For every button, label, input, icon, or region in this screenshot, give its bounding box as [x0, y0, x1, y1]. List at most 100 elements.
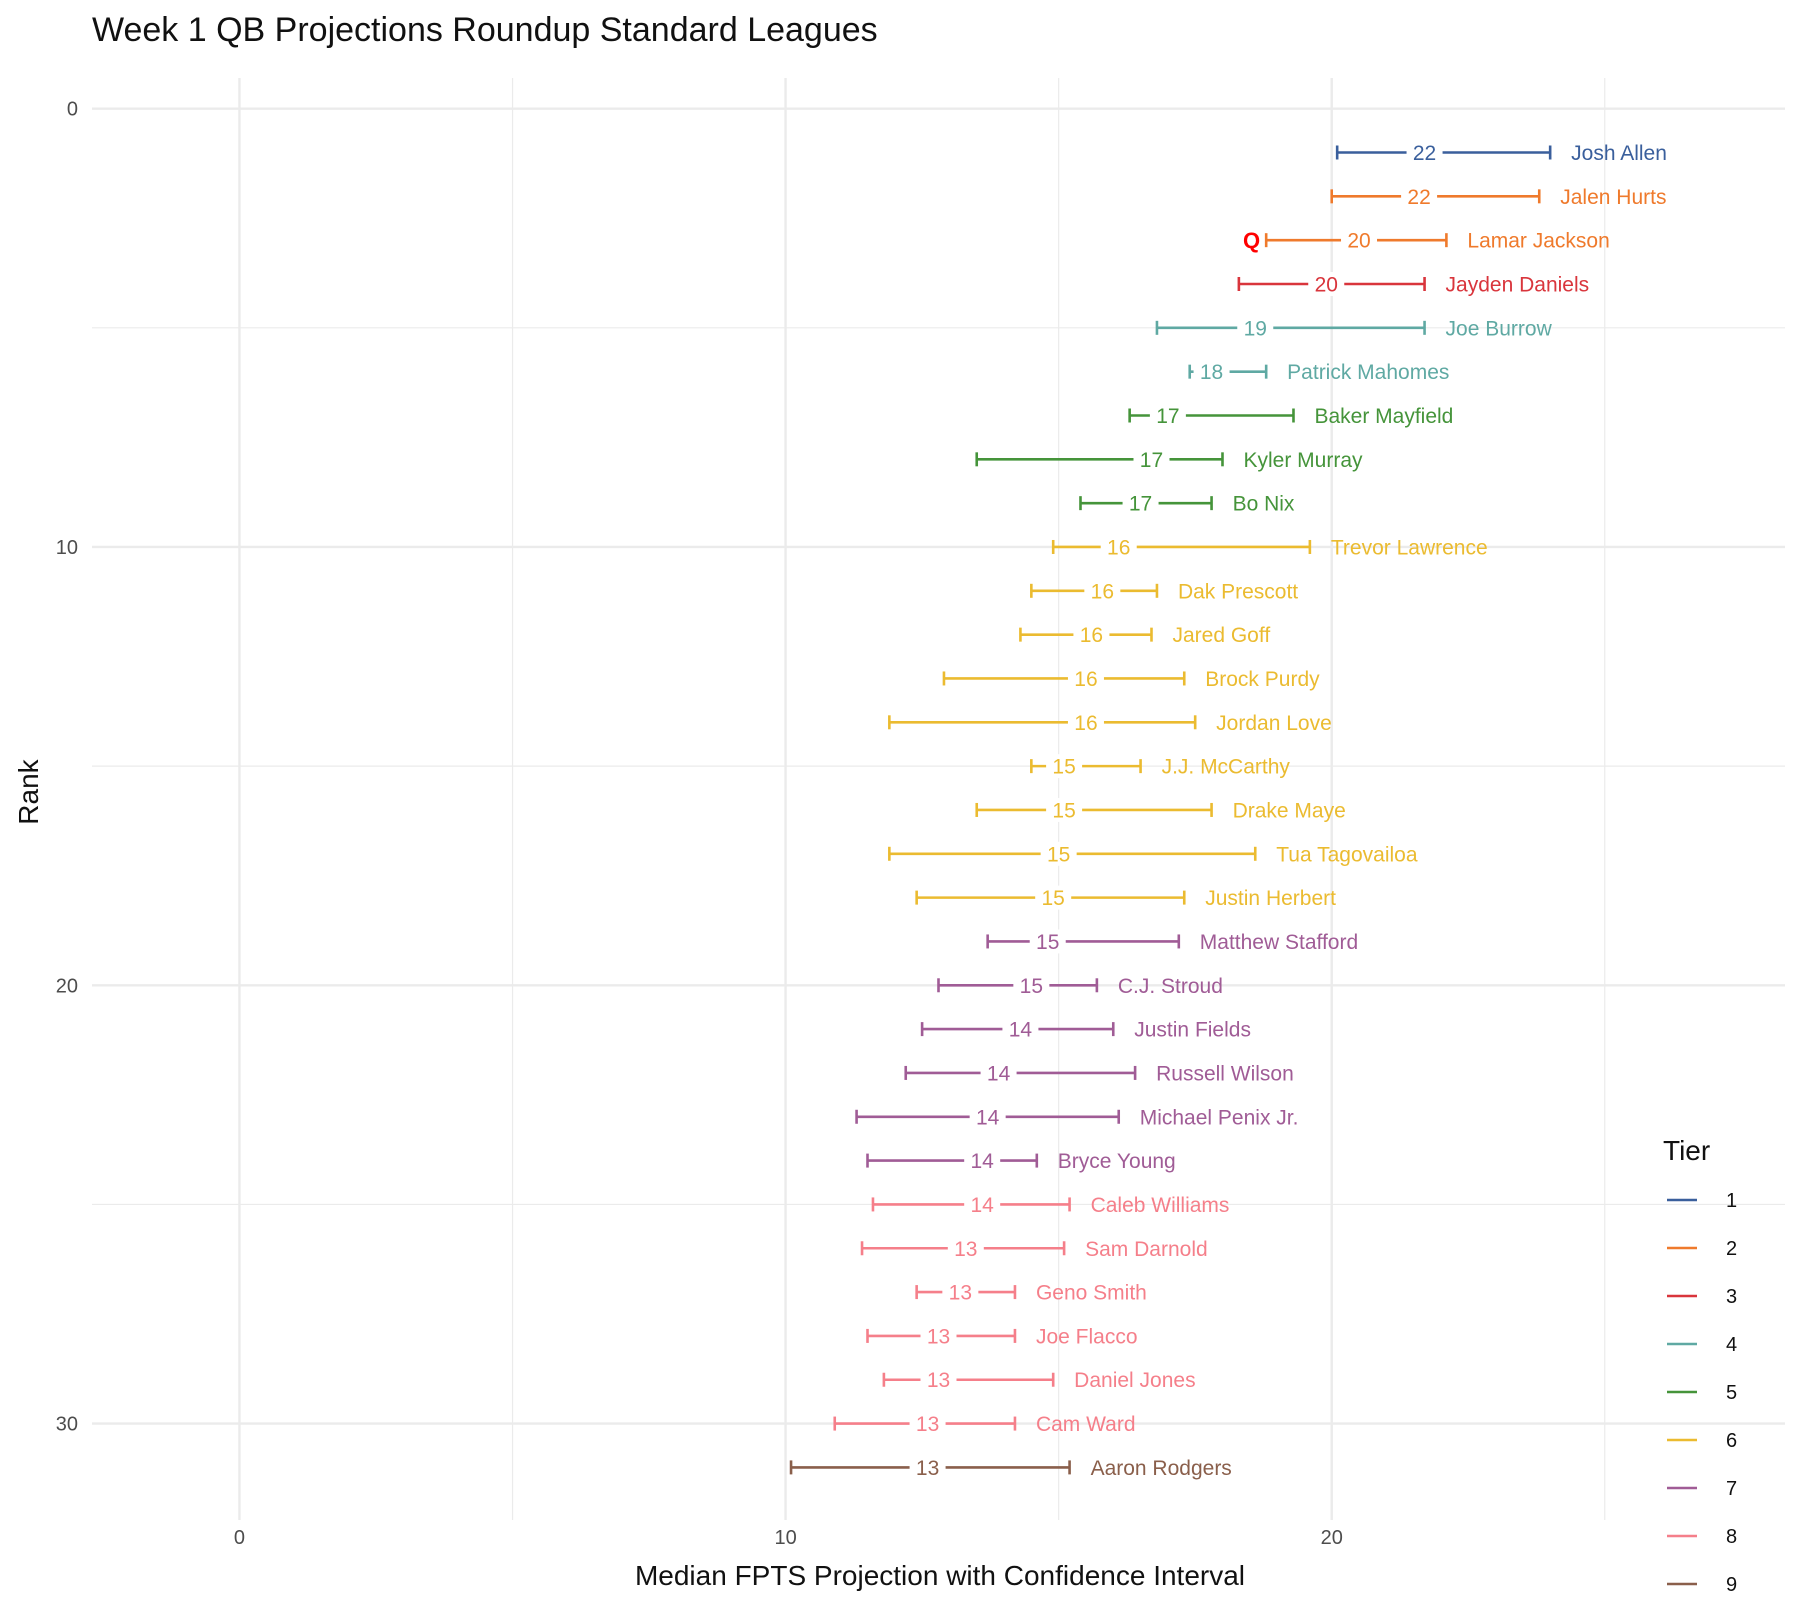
- legend-item-tier-9: 9: [1667, 1574, 1737, 1596]
- errorbar-caleb-williams: 14 Caleb Williams: [871, 1192, 1229, 1217]
- player-label: Michael Penix Jr.: [1140, 1106, 1299, 1129]
- median-label: 13: [927, 1369, 950, 1392]
- errorbar-matthew-stafford: 15 Matthew Stafford: [986, 929, 1358, 954]
- errorbar-jalen-hurts: 22 Jalen Hurts: [1330, 184, 1666, 209]
- player-label: Jared Goff: [1172, 624, 1270, 647]
- errorbar-aaron-rodgers: 13 Aaron Rodgers: [789, 1455, 1232, 1480]
- median-label-background: [909, 1455, 946, 1480]
- median-label: 19: [1244, 317, 1267, 340]
- legend-label: 9: [1726, 1574, 1737, 1596]
- legend-item-tier-5: 5: [1667, 1382, 1737, 1404]
- errorbar-sam-darnold: 13 Sam Darnold: [860, 1236, 1208, 1261]
- errorbar-baker-mayfield: 17 Baker Mayfield: [1128, 403, 1453, 428]
- median-label-background: [920, 1367, 957, 1392]
- median-label: 14: [971, 1150, 995, 1173]
- median-label-background: [1401, 184, 1438, 209]
- errorbar-josh-allen: 22 Josh Allen: [1335, 140, 1667, 165]
- injury-flag-label: Q: [1243, 228, 1260, 253]
- errorbar-kyler-murray: 17 Kyler Murray: [975, 447, 1363, 472]
- legend-label: 2: [1726, 1238, 1737, 1260]
- legend-title: Tier: [1663, 1135, 1710, 1166]
- median-label-background: [942, 1280, 979, 1305]
- errorbar-joe-burrow: 19 Joe Burrow: [1155, 315, 1553, 340]
- median-label-background: [1133, 447, 1170, 472]
- x-tick-label: 20: [1321, 1527, 1343, 1549]
- median-label-background: [1040, 841, 1077, 866]
- player-label: Patrick Mahomes: [1287, 361, 1449, 384]
- median-label-background: [1046, 797, 1083, 822]
- median-label-background: [1073, 622, 1110, 647]
- player-label: Aaron Rodgers: [1091, 1457, 1232, 1480]
- y-tick-label: 0: [67, 99, 78, 121]
- median-label-background: [909, 1411, 946, 1436]
- legend-label: 1: [1726, 1190, 1737, 1212]
- median-label: 16: [1074, 712, 1097, 735]
- median-label: 15: [1052, 756, 1075, 779]
- errorbar-lamar-jackson: 20 Lamar Jackson Q: [1243, 228, 1610, 253]
- y-axis-title: Rank: [13, 758, 44, 824]
- errorbar-j-j-mccarthy: 15 J.J. McCarthy: [1030, 754, 1291, 779]
- median-label: 14: [1009, 1019, 1033, 1042]
- median-label: 15: [1042, 887, 1065, 910]
- errorbar-joe-flacco: 13 Joe Flacco: [866, 1323, 1138, 1348]
- median-label-background: [1013, 973, 1050, 998]
- chart-title: Week 1 QB Projections Roundup Standard L…: [92, 11, 878, 49]
- legend-item-tier-8: 8: [1667, 1526, 1737, 1548]
- legend-label: 5: [1726, 1382, 1737, 1404]
- median-label-background: [969, 1104, 1006, 1129]
- median-label-background: [1035, 885, 1072, 910]
- median-label: 14: [971, 1194, 995, 1217]
- errorbar-bryce-young: 14 Bryce Young: [866, 1148, 1176, 1173]
- y-tick-label: 30: [56, 1414, 78, 1436]
- errorbar-daniel-jones: 13 Daniel Jones: [882, 1367, 1196, 1392]
- median-label: 20: [1315, 274, 1338, 297]
- errorbar-justin-herbert: 15 Justin Herbert: [915, 885, 1336, 910]
- legend-item-tier-1: 1: [1667, 1190, 1737, 1212]
- median-label-background: [947, 1236, 984, 1261]
- errorbar-russell-wilson: 14 Russell Wilson: [904, 1060, 1294, 1085]
- legend-label: 3: [1726, 1286, 1737, 1308]
- errorbar-geno-smith: 13 Geno Smith: [915, 1280, 1147, 1305]
- player-label: Jordan Love: [1216, 712, 1332, 735]
- median-label: 16: [1091, 580, 1114, 603]
- errorbar-bo-nix: 17 Bo Nix: [1079, 491, 1295, 516]
- player-label: Justin Fields: [1134, 1019, 1251, 1042]
- median-label-background: [1308, 272, 1345, 296]
- player-label: C.J. Stroud: [1118, 975, 1223, 998]
- median-label-background: [1029, 929, 1066, 954]
- median-label-background: [964, 1148, 1001, 1173]
- legend-label: 6: [1726, 1430, 1737, 1452]
- x-tick-label: 0: [234, 1527, 245, 1549]
- median-label-background: [980, 1060, 1017, 1085]
- median-label: 17: [1129, 493, 1152, 516]
- legend-item-tier-4: 4: [1667, 1334, 1737, 1356]
- x-tick-label: 10: [774, 1527, 796, 1549]
- median-label: 14: [987, 1062, 1011, 1085]
- median-label: 22: [1413, 142, 1436, 165]
- median-label: 13: [916, 1457, 939, 1480]
- median-label: 16: [1107, 536, 1130, 559]
- player-label: Russell Wilson: [1156, 1062, 1294, 1085]
- median-label: 17: [1156, 405, 1179, 428]
- player-label: J.J. McCarthy: [1162, 756, 1291, 779]
- x-axis-title: Median FPTS Projection with Confidence I…: [635, 1560, 1245, 1591]
- player-label: Bryce Young: [1058, 1150, 1176, 1173]
- player-label: Kyler Murray: [1243, 449, 1363, 472]
- player-label: Matthew Stafford: [1200, 931, 1358, 954]
- errorbar-dak-prescott: 16 Dak Prescott: [1030, 578, 1298, 603]
- errorbar-trevor-lawrence: 16 Trevor Lawrence: [1051, 534, 1488, 559]
- errorbar-drake-maye: 15 Drake Maye: [975, 797, 1346, 822]
- errorbar-jordan-love: 16 Jordan Love: [888, 710, 1332, 735]
- median-label-background: [1084, 578, 1121, 603]
- data-series: 22 Josh Allen 22 Jalen Hurts 20 Lamar Jackson…: [789, 140, 1667, 1480]
- median-label: 16: [1080, 624, 1103, 647]
- player-label: Lamar Jackson: [1467, 230, 1609, 253]
- player-label: Geno Smith: [1036, 1282, 1147, 1305]
- errorbar-jared-goff: 16 Jared Goff: [1019, 622, 1270, 647]
- median-label-background: [1122, 491, 1159, 516]
- player-label: Jalen Hurts: [1560, 186, 1666, 209]
- errorbar-patrick-mahomes: 18 Patrick Mahomes: [1188, 359, 1449, 384]
- y-tick-label: 10: [56, 537, 78, 559]
